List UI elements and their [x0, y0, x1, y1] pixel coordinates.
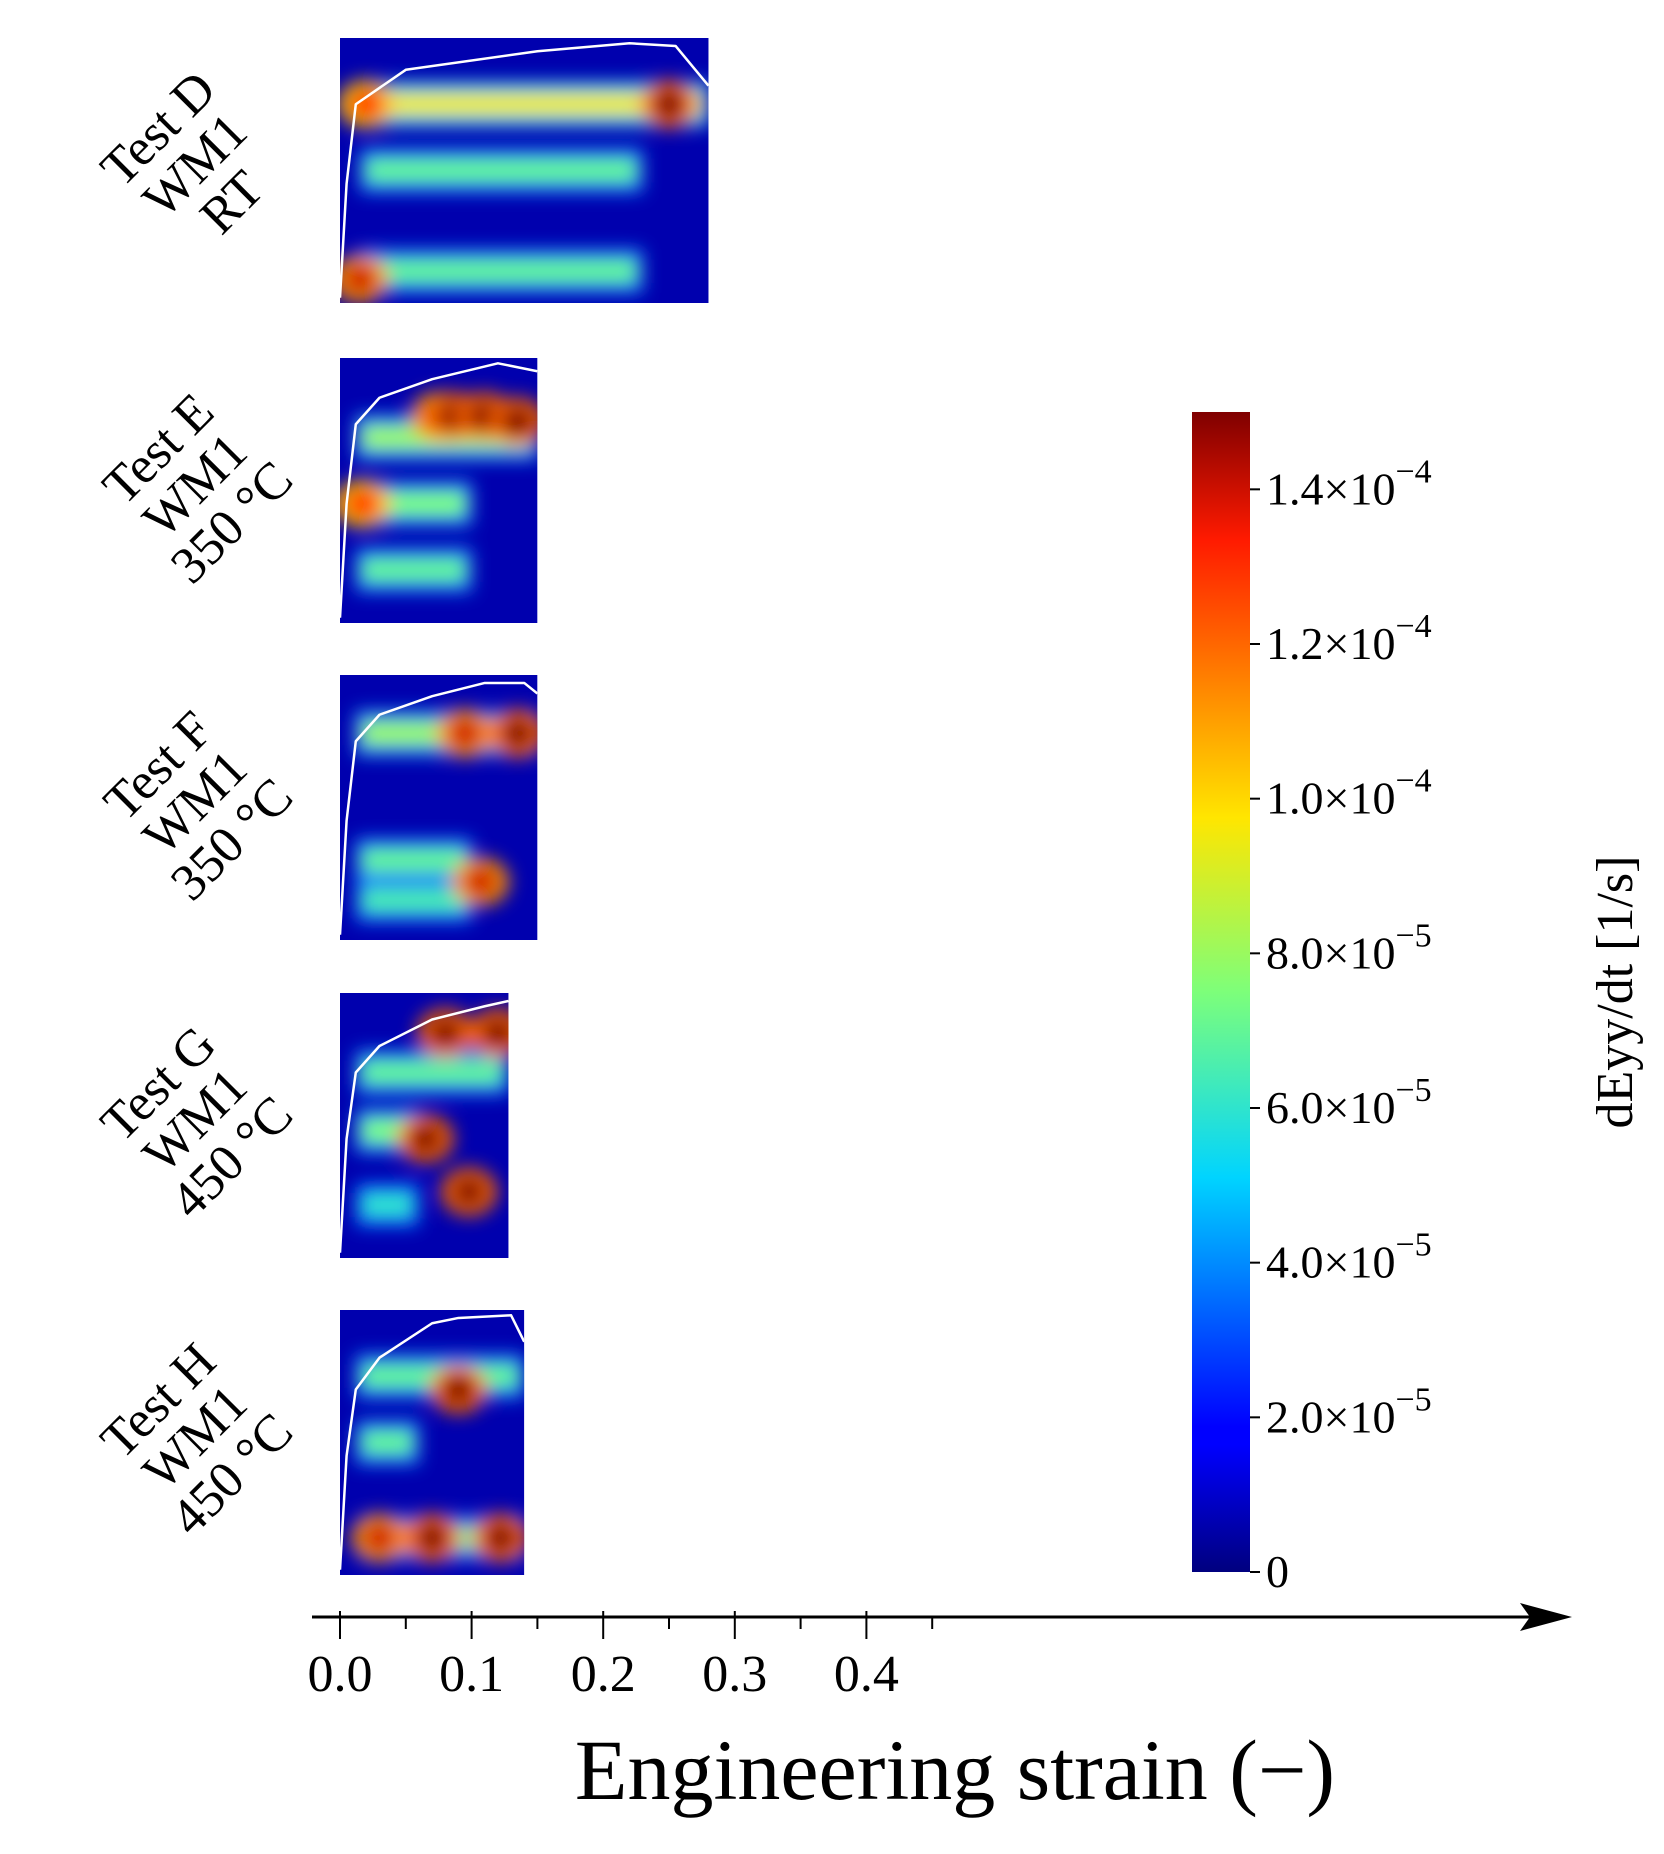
panel-test-g: Test GWM1450 °C — [87, 993, 509, 1258]
hotspot — [500, 406, 535, 437]
x-tick-label: 0.4 — [834, 1646, 899, 1703]
panel-content — [340, 38, 709, 303]
stress-strain-curve — [340, 42, 709, 298]
tick-times-ten: ×10 — [1324, 927, 1396, 978]
tick-times-ten: ×10 — [1324, 1237, 1396, 1288]
hotspot — [480, 1017, 509, 1048]
tick-exponent: −5 — [1395, 1072, 1431, 1109]
panel-label: Test HWM1450 °C — [87, 1329, 304, 1546]
colorbar-tick-label: 2.0×10−5 — [1266, 1381, 1432, 1442]
panel-content — [340, 1310, 525, 1575]
hotspot — [448, 718, 483, 749]
tick-mantissa: 1.0 — [1266, 773, 1324, 824]
colorbar-tick-label: 4.0×10−5 — [1266, 1227, 1432, 1288]
colorbar-tick-label: 1.4×10−4 — [1266, 453, 1432, 514]
hotspot — [345, 488, 380, 519]
hotspot — [441, 1374, 476, 1405]
panel-test-d: Test DWM1RT — [90, 38, 709, 303]
hotspot — [483, 1522, 518, 1553]
tick-times-ten: ×10 — [1324, 1391, 1396, 1442]
hotspot — [362, 1522, 397, 1553]
stress-strain-curve — [340, 999, 509, 1253]
panel-field — [351, 1354, 525, 1562]
hotspot — [415, 1522, 450, 1553]
colorbar-tick-label: 6.0×10−5 — [1266, 1072, 1432, 1133]
hotspot — [652, 89, 686, 120]
panel-label: Test DWM1RT — [90, 61, 300, 271]
x-axis-label: Engineering strain (−) — [575, 1722, 1335, 1818]
tick-exponent: −4 — [1395, 763, 1431, 800]
panel-field — [340, 80, 709, 303]
strain-band — [361, 1060, 503, 1085]
hotspot — [349, 89, 384, 120]
colorbar-tick-label: 1.0×10−4 — [1266, 763, 1432, 824]
hotspot — [428, 1017, 463, 1048]
strain-band — [361, 1430, 413, 1455]
tick-times-ten: ×10 — [1324, 618, 1396, 669]
panel-field — [355, 1008, 509, 1227]
colorbar-tick-label: 1.2×10−4 — [1266, 608, 1432, 669]
x-axis-arrowhead — [1520, 1603, 1572, 1631]
tick-exponent: −4 — [1395, 608, 1431, 645]
strain-band — [365, 259, 637, 284]
panel-test-e: Test EWM1350 °C — [87, 358, 538, 623]
colorbar-label: dEyy/dt [1/s] — [1587, 856, 1644, 1129]
hotspot — [463, 866, 498, 897]
tick-mantissa: 1.4 — [1266, 463, 1324, 514]
colorbar-tick-label: 0 — [1266, 1546, 1289, 1597]
x-tick-label: 0.2 — [571, 1646, 636, 1703]
x-tick-label: 0.1 — [439, 1646, 504, 1703]
heatmap-panels: Test DWM1RT Test EWM1350 °C Test FWM1350 °… — [87, 38, 709, 1575]
tick-mantissa: 1.2 — [1266, 618, 1324, 669]
x-tick-label: 0.0 — [308, 1646, 373, 1703]
x-tick-label: 0.3 — [702, 1646, 767, 1703]
panel-content — [340, 358, 538, 623]
tick-mantissa: 0 — [1266, 1546, 1289, 1597]
panel-label: Test GWM1450 °C — [87, 1012, 304, 1229]
tick-exponent: −5 — [1395, 917, 1431, 954]
strain-band — [365, 158, 637, 183]
tick-times-ten: ×10 — [1324, 463, 1396, 514]
strain-band — [361, 1193, 413, 1217]
x-axis: 0.0 0.1 0.2 0.3 0.4 Engineering strain (−) — [308, 1603, 1572, 1818]
hotspot — [451, 1176, 486, 1207]
panel-test-f: Test FWM1350 °C — [87, 675, 538, 940]
stress-strain-curve — [340, 681, 538, 935]
panel-content — [340, 675, 538, 940]
tick-mantissa: 2.0 — [1266, 1391, 1324, 1442]
panel-test-h: Test HWM1450 °C — [87, 1310, 525, 1575]
strain-band — [361, 848, 466, 873]
stress-strain-curve — [340, 1314, 525, 1570]
tick-mantissa: 6.0 — [1266, 1082, 1324, 1133]
colorbar: 02.0×10−54.0×10−56.0×10−58.0×10−51.0×10−… — [1192, 412, 1644, 1597]
tick-exponent: −4 — [1395, 453, 1431, 490]
tick-times-ten: ×10 — [1324, 773, 1396, 824]
hotspot — [500, 718, 535, 749]
strain-band — [361, 558, 466, 582]
strain-band — [361, 888, 466, 913]
colorbar-gradient — [1192, 412, 1250, 1572]
panel-field — [340, 392, 538, 592]
panel-field — [355, 709, 538, 923]
panel-content — [340, 993, 509, 1258]
tick-exponent: −5 — [1395, 1227, 1431, 1264]
tick-exponent: −5 — [1395, 1381, 1431, 1418]
stress-strain-curve — [340, 362, 538, 618]
hotspot — [342, 264, 377, 295]
colorbar-tick-label: 8.0×10−5 — [1266, 917, 1432, 978]
tick-times-ten: ×10 — [1324, 1082, 1396, 1133]
panel-label: Test FWM1350 °C — [87, 694, 304, 911]
hotspot — [408, 1123, 443, 1154]
tick-mantissa: 8.0 — [1266, 927, 1324, 978]
tick-mantissa: 4.0 — [1266, 1237, 1324, 1288]
panel-label: Test EWM1350 °C — [87, 377, 304, 594]
